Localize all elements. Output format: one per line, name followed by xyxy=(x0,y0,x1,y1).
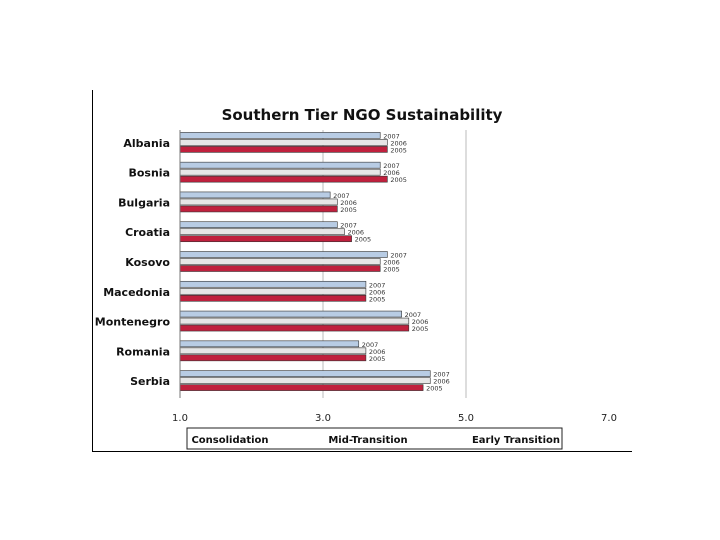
x-tick-label: 7.0 xyxy=(601,413,617,424)
axis-layer: 1.0 3.0 5.0 7.0 xyxy=(172,130,617,424)
bar-year-label: 2006 xyxy=(433,378,450,386)
bar-year-label: 2007 xyxy=(390,252,407,260)
labels-layer: Albania200720062005Bosnia200720062005Bul… xyxy=(95,132,450,392)
bar-year-label: 2006 xyxy=(390,139,407,147)
bar xyxy=(179,132,381,139)
bar-year-label: 2005 xyxy=(390,176,407,184)
chart-title: Southern Tier NGO Sustainability xyxy=(222,106,503,124)
bar xyxy=(179,161,381,169)
bar xyxy=(179,168,381,176)
bar xyxy=(179,280,367,288)
bar xyxy=(179,324,410,332)
bar xyxy=(179,354,367,362)
bar xyxy=(179,205,338,213)
x-tick-label: 3.0 xyxy=(315,413,331,424)
bar xyxy=(179,347,367,355)
bar-year-label: 2006 xyxy=(340,199,357,207)
bar xyxy=(179,317,410,325)
bar-year-label: 2005 xyxy=(426,385,443,393)
bar-year-label: 2005 xyxy=(369,355,386,363)
bar-year-label: 2007 xyxy=(405,311,422,319)
bar-year-label: 2006 xyxy=(383,259,400,267)
bar-year-label: 2007 xyxy=(383,162,400,170)
stage-label: Mid-Transition xyxy=(328,435,407,446)
bar-year-label: 2005 xyxy=(383,266,400,274)
category-label: Albania xyxy=(123,137,170,150)
bar-year-label: 2006 xyxy=(369,348,386,356)
bar xyxy=(179,251,388,258)
bar xyxy=(179,175,388,183)
bar-year-label: 2006 xyxy=(369,288,386,296)
bar-year-label: 2005 xyxy=(355,236,372,244)
bar xyxy=(179,221,338,229)
category-label: Kosovo xyxy=(125,256,170,269)
bar-year-label: 2006 xyxy=(347,229,364,237)
category-label: Macedonia xyxy=(103,286,170,299)
category-label: Bulgaria xyxy=(118,196,170,209)
x-tick-label: 1.0 xyxy=(172,413,188,424)
bar-year-label: 2005 xyxy=(390,146,407,154)
category-label: Montenegro xyxy=(95,316,171,329)
category-label: Bosnia xyxy=(128,167,170,180)
bar-year-label: 2007 xyxy=(383,132,400,140)
bar xyxy=(179,235,352,243)
x-tick-label: 5.0 xyxy=(458,413,474,424)
bar xyxy=(179,294,367,302)
bar-year-label: 2007 xyxy=(333,192,350,200)
bar-year-label: 2007 xyxy=(369,281,386,289)
category-label: Romania xyxy=(116,345,170,358)
bar xyxy=(179,146,388,153)
bars-layer xyxy=(179,132,431,391)
bar xyxy=(179,191,331,199)
category-label: Serbia xyxy=(130,375,170,388)
bar xyxy=(179,377,431,384)
bar-year-label: 2005 xyxy=(340,206,357,214)
stage-legend-box: Consolidation Mid-Transition Early Transit… xyxy=(186,427,563,450)
stage-label: Early Transition xyxy=(472,435,560,446)
stage-box-border xyxy=(186,427,563,450)
bar-year-label: 2005 xyxy=(412,325,429,333)
bar-year-label: 2007 xyxy=(433,371,450,379)
bar xyxy=(179,228,345,236)
frame-bottom-rule xyxy=(92,451,632,452)
bar xyxy=(179,384,424,391)
stage-label: Consolidation xyxy=(191,435,268,446)
bar xyxy=(179,139,388,146)
bar xyxy=(179,340,360,348)
bar xyxy=(179,310,402,318)
category-label: Croatia xyxy=(125,226,170,239)
bar-year-label: 2006 xyxy=(412,318,429,326)
bar xyxy=(179,198,338,206)
bar xyxy=(179,287,367,295)
bar xyxy=(179,265,381,272)
bar-year-label: 2007 xyxy=(362,341,379,349)
bar-year-label: 2006 xyxy=(383,169,400,177)
bar-year-label: 2005 xyxy=(369,295,386,303)
bar xyxy=(179,258,381,265)
bar-year-label: 2007 xyxy=(340,222,357,230)
bar xyxy=(179,370,431,377)
frame-left-rule xyxy=(92,90,93,452)
